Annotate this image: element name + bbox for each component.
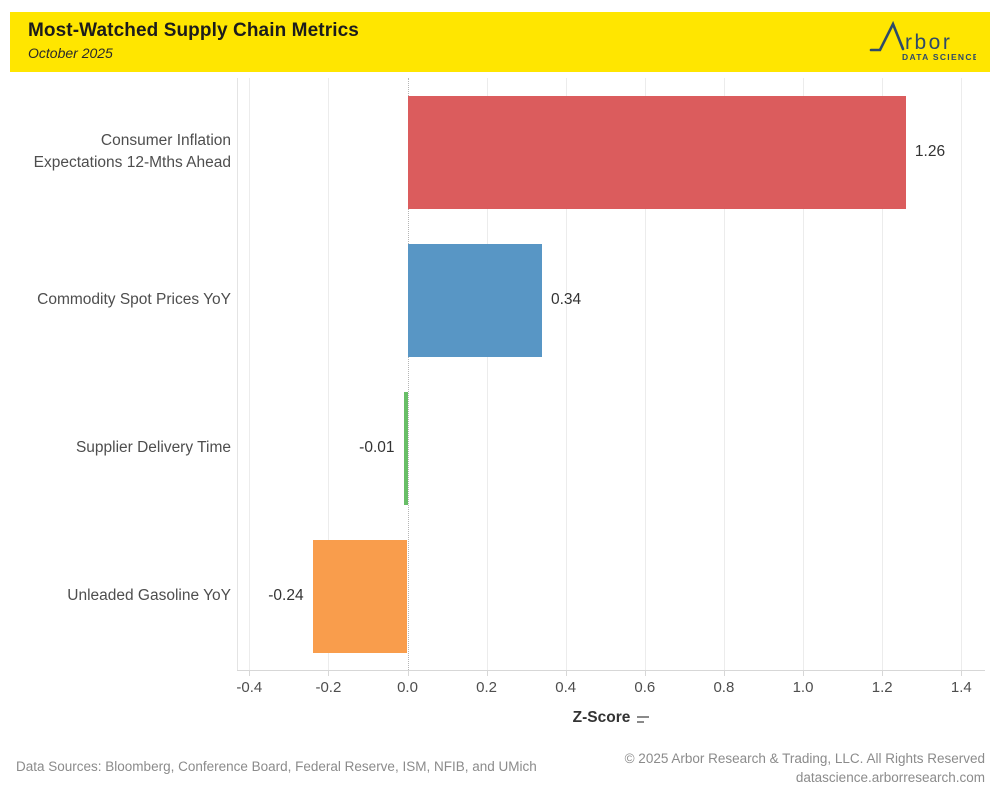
- copyright-text: © 2025 Arbor Research & Trading, LLC. Al…: [624, 751, 985, 766]
- arbor-logo-icon: rbor DATA SCIENCE: [869, 20, 978, 62]
- axis-tick: [803, 671, 804, 676]
- axis-tick-label: 0.2: [476, 679, 498, 696]
- bar-value-label: -0.01: [359, 439, 395, 456]
- axis-tick: [961, 671, 963, 676]
- plot-area: 1.26 0.34 -0.01 -0.24: [237, 78, 985, 670]
- axis-tick: [249, 671, 251, 676]
- axis-tick: [407, 671, 409, 676]
- category-label: Unleaded Gasoline YoY: [67, 587, 231, 604]
- gridline: [486, 78, 488, 670]
- axis-tick-label: 0.0: [397, 679, 418, 696]
- axis-tick-label: -0.2: [315, 679, 342, 696]
- axis-tick-label: 1.4: [950, 679, 972, 696]
- category-label: Consumer Inflation Expectations 12-Mths …: [33, 132, 231, 171]
- gridline: [723, 78, 725, 670]
- category-label: Commodity Spot Prices YoY: [37, 291, 231, 308]
- axis-tick: [565, 671, 567, 676]
- logo-tagline-text: DATA SCIENCE: [902, 52, 976, 62]
- plot-left-border: [237, 78, 238, 670]
- axis-tick: [644, 671, 646, 676]
- category-axis: Consumer Inflation Expectations 12-Mths …: [0, 78, 231, 670]
- bar-1[interactable]: [407, 95, 906, 209]
- footer-right: © 2025 Arbor Research & Trading, LLC. Al…: [625, 749, 985, 787]
- gridline: [803, 78, 804, 670]
- axis-tick: [723, 671, 725, 676]
- axis-tick: [486, 671, 488, 676]
- page-title: Most-Watched Supply Chain Metrics: [28, 20, 359, 41]
- axis-tick: [328, 671, 330, 676]
- gridline: [565, 78, 567, 670]
- category-label: Supplier Delivery Time: [75, 439, 231, 456]
- gridline: [249, 78, 251, 670]
- page-subtitle: October 2025: [28, 45, 113, 61]
- axis-tick-label: 1.2: [871, 679, 893, 696]
- gridline: [882, 78, 884, 670]
- axis-tick: [882, 671, 884, 676]
- bar-4[interactable]: [312, 539, 408, 653]
- website-link[interactable]: datascience.arborresearch.com: [795, 770, 985, 785]
- bar-value-label: 0.34: [551, 291, 582, 308]
- axis-tick-label: 0.8: [713, 679, 735, 696]
- axis-tick-label: 1.0: [792, 679, 814, 696]
- logo-brand-text: rbor: [905, 31, 952, 54]
- x-axis: -0.4 -0.2 0.0 0.2 0.4 0.6 0.8 1.0 1.2 1.4: [236, 670, 985, 701]
- axis-tick-label: -0.4: [236, 679, 263, 696]
- x-axis-title-label: Z-Score: [572, 709, 631, 726]
- gridline: [644, 78, 646, 670]
- gridline: [961, 78, 963, 670]
- arbor-logo: rbor DATA SCIENCE: [868, 20, 978, 64]
- zero-reference-line: [407, 78, 409, 670]
- data-sources-note: Data Sources: Bloomberg, Conference Boar…: [16, 759, 537, 774]
- header-band: Most-Watched Supply Chain Metrics Octobe…: [10, 12, 990, 72]
- sort-icon[interactable]: [637, 715, 650, 723]
- axis-tick-label: 0.4: [555, 679, 577, 696]
- bar-value-label: -0.24: [268, 587, 304, 604]
- bar-value-label: 1.26: [914, 143, 946, 160]
- axis-tick-label: 0.6: [634, 679, 656, 696]
- gridline: [328, 78, 330, 670]
- x-axis-title: Z-Score: [237, 709, 985, 727]
- bar-3[interactable]: [403, 391, 408, 505]
- header-titles: Most-Watched Supply Chain Metrics Octobe…: [28, 20, 359, 61]
- bar-2[interactable]: [407, 243, 542, 357]
